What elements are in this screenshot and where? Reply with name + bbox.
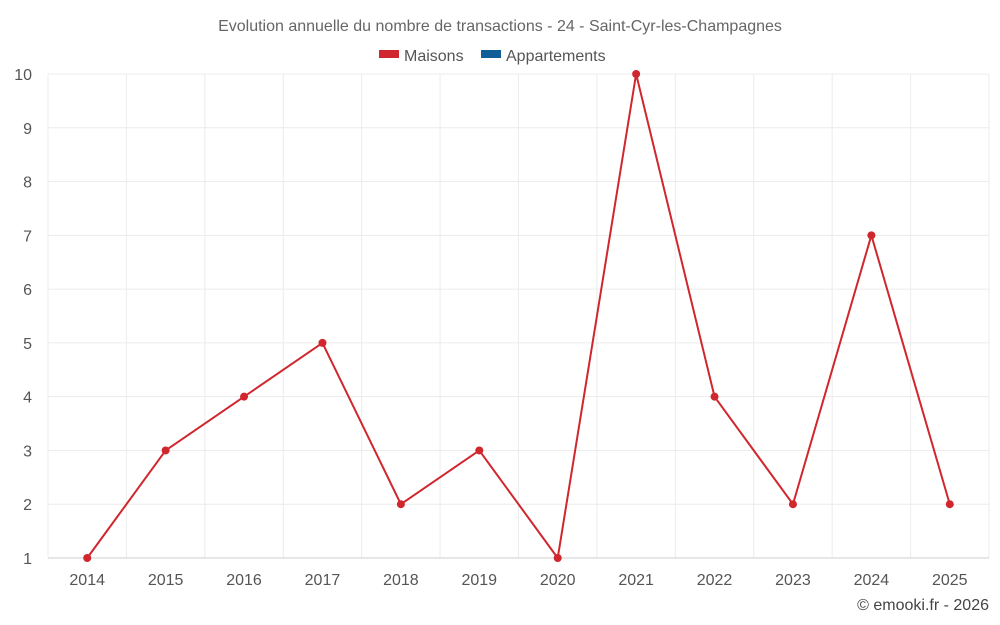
- y-tick-label-10: 10: [14, 67, 32, 84]
- x-axis: 2014 2015 2016 2017 2018 2019 2020 2021 2022 2023…: [48, 557, 989, 589]
- y-tick-label-6: 6: [23, 282, 32, 299]
- y-tick-label-4: 4: [23, 390, 32, 407]
- grid: [47, 73, 990, 558]
- data-point-maisons-2015: [161, 446, 170, 455]
- x-tick-label-2023: 2023: [775, 572, 811, 589]
- credit-text: © emooki.fr - 2026: [857, 597, 989, 614]
- x-tick-label-2020: 2020: [540, 572, 576, 589]
- x-tick-label-2019: 2019: [461, 572, 497, 589]
- y-axis: 1 2 3 4 5 6 7 8 9 10: [14, 67, 32, 568]
- data-point-maisons-2018: [396, 500, 405, 509]
- data-point-maisons-2019: [475, 446, 484, 455]
- data-point-maisons-2023: [788, 500, 797, 509]
- series-line-maisons: [86, 73, 951, 559]
- x-tick-label-2017: 2017: [305, 572, 341, 589]
- x-tick-label-2014: 2014: [69, 572, 105, 589]
- y-tick-label-9: 9: [23, 121, 32, 138]
- data-point-maisons-2024: [867, 231, 876, 240]
- legend[interactable]: Maisons Appartements: [379, 48, 606, 65]
- x-tick-label-2021: 2021: [618, 572, 654, 589]
- y-tick-label-2: 2: [23, 497, 32, 514]
- x-tick-label-2024: 2024: [854, 572, 890, 589]
- series-layer: [83, 70, 954, 562]
- x-tick-label-2025: 2025: [932, 572, 968, 589]
- y-tick-label-1: 1: [23, 551, 32, 568]
- legend-label-maisons[interactable]: Maisons: [404, 48, 464, 65]
- legend-swatch-appartements: [481, 50, 501, 58]
- y-tick-label-5: 5: [23, 336, 32, 353]
- data-point-maisons-2022: [710, 392, 719, 401]
- x-tick-label-2016: 2016: [226, 572, 262, 589]
- y-tick-label-7: 7: [23, 228, 32, 245]
- data-point-maisons-2014: [83, 554, 92, 562]
- data-point-maisons-2017: [318, 338, 327, 347]
- x-tick-label-2022: 2022: [697, 572, 733, 589]
- legend-label-appartements[interactable]: Appartements: [506, 48, 606, 65]
- x-tick-label-2015: 2015: [148, 572, 184, 589]
- y-tick-label-8: 8: [23, 175, 32, 192]
- legend-swatch-maisons: [379, 50, 399, 58]
- data-point-maisons-2025: [945, 500, 954, 509]
- y-tick-label-3: 3: [23, 443, 32, 460]
- x-tick-label-2018: 2018: [383, 572, 419, 589]
- chart-title: Evolution annuelle du nombre de transact…: [218, 18, 782, 35]
- data-point-maisons-2021: [632, 70, 641, 78]
- data-point-maisons-2020: [553, 554, 562, 562]
- data-point-maisons-2016: [240, 392, 249, 401]
